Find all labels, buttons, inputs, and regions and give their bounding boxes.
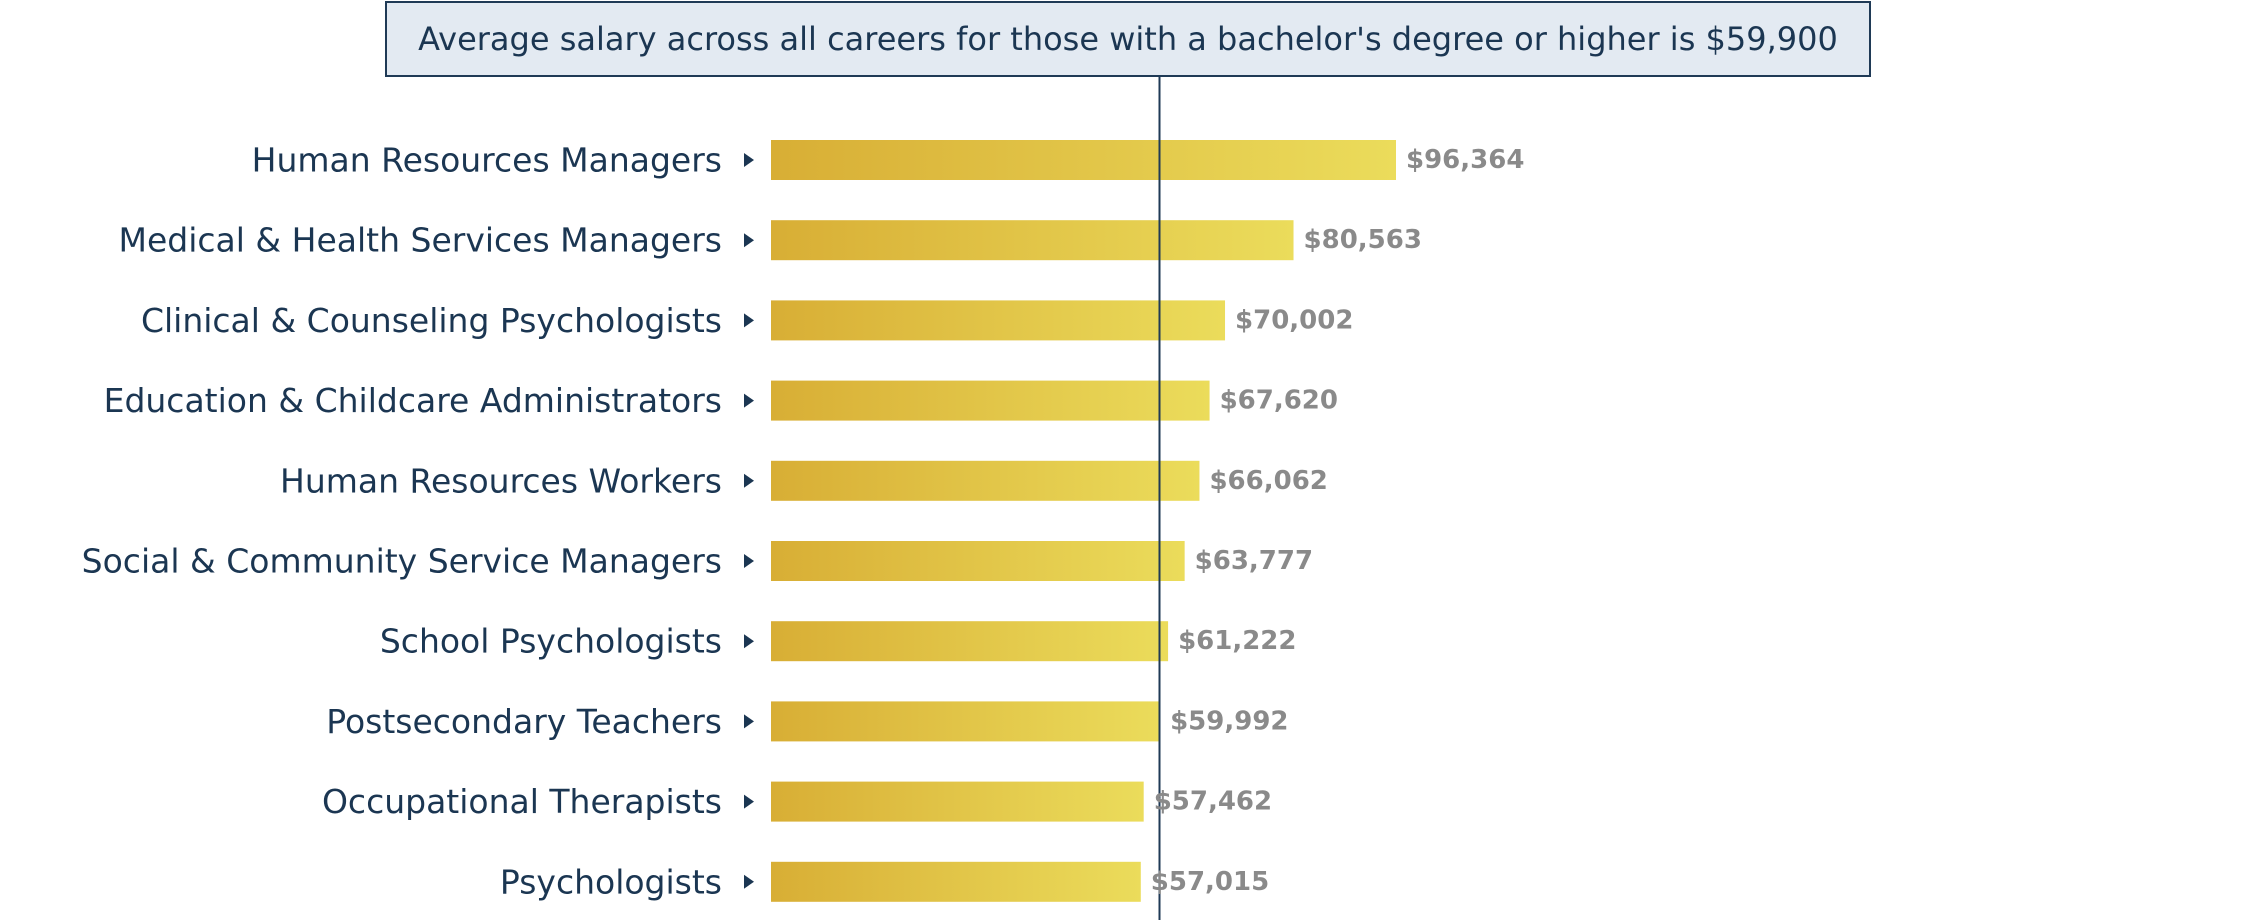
bar: [771, 621, 1169, 662]
bar: [771, 541, 1185, 581]
value-label: $59,992: [1170, 706, 1288, 736]
bar: [771, 861, 1141, 902]
row-arrow-icon: [744, 313, 754, 328]
value-label: $70,002: [1235, 305, 1353, 335]
row-arrow-icon: [744, 714, 754, 729]
bars-layer: [771, 140, 1396, 902]
bar: [771, 701, 1161, 742]
row-arrow-icon: [744, 153, 754, 167]
labels-layer: Human Resources Managers $96,364 Medical &…: [82, 141, 1525, 902]
category-label: Medical & Health Services Managers: [119, 221, 722, 260]
row-arrow-icon: [744, 554, 754, 568]
row-arrow-icon: [744, 473, 754, 488]
value-label: $61,222: [1178, 626, 1296, 656]
category-label: Human Resources Workers: [280, 461, 722, 500]
value-label: $57,462: [1154, 787, 1272, 817]
category-label: Social & Community Service Managers: [82, 542, 722, 581]
category-label: Human Resources Managers: [252, 141, 722, 180]
value-label: $80,563: [1304, 225, 1422, 255]
value-label: $66,062: [1209, 466, 1327, 496]
bar: [771, 220, 1294, 261]
row-arrow-icon: [744, 634, 754, 649]
row-arrow-icon: [744, 393, 754, 408]
bar: [771, 781, 1144, 822]
bar: [771, 460, 1200, 501]
value-label: $57,015: [1151, 867, 1269, 897]
bar: [771, 140, 1396, 180]
bar: [771, 380, 1210, 421]
value-label: $67,620: [1220, 386, 1338, 416]
value-label: $63,777: [1195, 546, 1313, 576]
category-label: Clinical & Counseling Psychologists: [141, 301, 722, 340]
category-label: Education & Childcare Administrators: [104, 381, 722, 420]
category-label: Occupational Therapists: [322, 782, 722, 821]
category-label: Postsecondary Teachers: [326, 702, 722, 741]
category-label: School Psychologists: [380, 622, 722, 661]
bar: [771, 300, 1226, 341]
row-arrow-icon: [744, 233, 754, 248]
row-arrow-icon: [744, 794, 754, 809]
category-label: Psychologists: [500, 862, 722, 901]
average-salary-annotation: Average salary across all careers for th…: [385, 1, 1871, 77]
value-label: $96,364: [1406, 145, 1524, 175]
annotation-text: Average salary across all careers for th…: [418, 20, 1838, 58]
row-arrow-icon: [744, 874, 754, 889]
